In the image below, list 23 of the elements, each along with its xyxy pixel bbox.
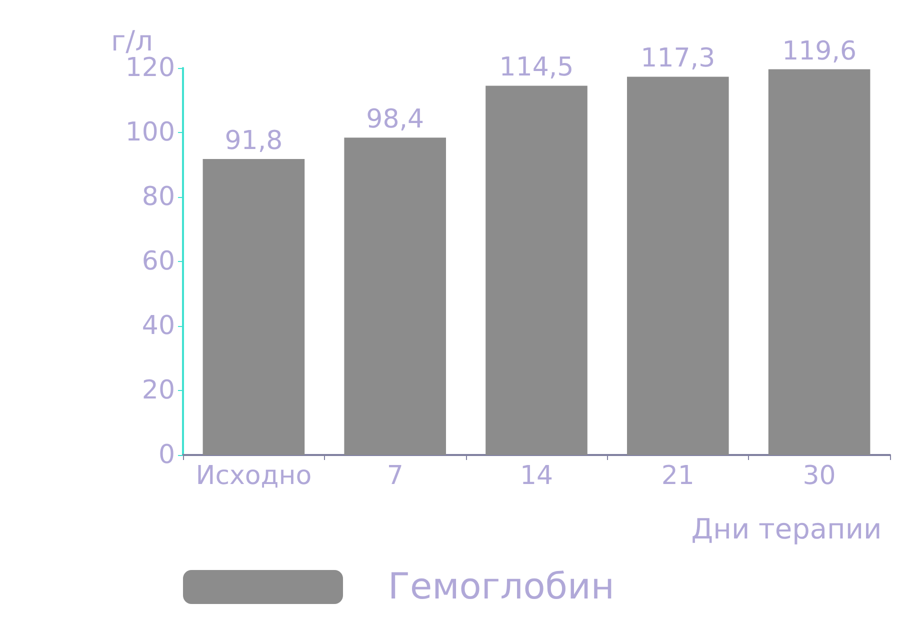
x-axis-title: Дни терапии xyxy=(691,512,882,546)
bar xyxy=(768,69,870,455)
y-tick-label: 0 xyxy=(158,440,175,470)
data-label: 117,3 xyxy=(640,44,716,74)
y-tick-label: 40 xyxy=(142,311,175,341)
bar xyxy=(202,158,305,455)
bar xyxy=(626,76,729,455)
y-tick-label: 20 xyxy=(142,376,175,406)
x-tick-label: 30 xyxy=(802,461,836,491)
data-label: 98,4 xyxy=(366,104,424,135)
y-tick-label: 60 xyxy=(142,246,175,276)
x-tick-label: 7 xyxy=(386,461,404,491)
data-label: 114,5 xyxy=(499,52,574,83)
bar xyxy=(486,86,588,455)
x-tick-label: 21 xyxy=(661,461,694,491)
legend-label: Гемоглобин xyxy=(388,566,614,608)
y-tick-label: 80 xyxy=(142,182,175,212)
x-tick-label: 14 xyxy=(520,461,554,491)
x-tick-label: Исходно xyxy=(196,461,312,491)
y-tick-label: 100 xyxy=(125,118,175,148)
data-label: 91,8 xyxy=(224,126,283,156)
bar xyxy=(344,138,446,455)
data-label: 119,6 xyxy=(782,36,857,66)
